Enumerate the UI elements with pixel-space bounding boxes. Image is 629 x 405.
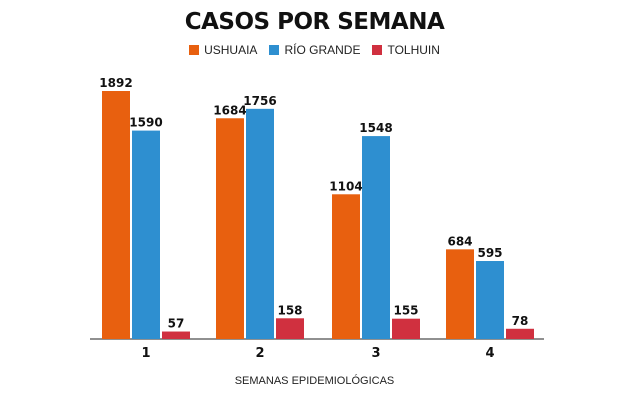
data-label-ushuaia-week-3: 1104 bbox=[329, 179, 362, 193]
x-tick-label-1: 1 bbox=[141, 346, 150, 361]
legend-swatch-ushuaia bbox=[189, 45, 200, 55]
data-label-tolhuin-week-2: 158 bbox=[277, 303, 302, 317]
data-label-rio-grande-week-1: 1590 bbox=[129, 116, 162, 130]
x-tick-label-4: 4 bbox=[485, 346, 494, 361]
bar-ushuaia-week-4 bbox=[446, 249, 474, 339]
legend-entry-ushuaia: USHUAIA bbox=[189, 43, 257, 57]
x-axis-title: SEMANAS EPIDEMIOLÓGICAS bbox=[234, 375, 395, 387]
data-label-rio-grande-week-4: 595 bbox=[477, 246, 502, 260]
legend-label-tolhuin: TOLHUIN bbox=[387, 43, 440, 57]
data-label-ushuaia-week-1: 1892 bbox=[99, 76, 132, 90]
bar-tolhuin-week-1 bbox=[162, 331, 190, 339]
data-label-ushuaia-week-2: 1684 bbox=[213, 103, 246, 117]
chart-title: CASOS POR SEMANA bbox=[184, 9, 445, 35]
bar-tolhuin-week-3 bbox=[392, 318, 420, 339]
bar-ushuaia-week-2 bbox=[216, 118, 244, 339]
data-label-tolhuin-week-4: 78 bbox=[512, 314, 529, 328]
data-label-rio-grande-week-3: 1548 bbox=[359, 121, 392, 135]
x-tick-label-3: 3 bbox=[371, 346, 380, 361]
legend-entry-tolhuin: TOLHUIN bbox=[372, 43, 440, 57]
bar-rio-grande-week-3 bbox=[362, 136, 390, 339]
legend-swatch-rio-grande bbox=[269, 45, 280, 55]
legend-swatch-tolhuin bbox=[372, 45, 383, 55]
legend-label-ushuaia: USHUAIA bbox=[204, 43, 258, 57]
bar-rio-grande-week-1 bbox=[132, 130, 160, 339]
bar-tolhuin-week-2 bbox=[276, 318, 304, 339]
data-label-tolhuin-week-3: 155 bbox=[393, 304, 418, 318]
legend-label-rio-grande: RÍO GRANDE bbox=[284, 43, 361, 57]
data-label-tolhuin-week-1: 57 bbox=[168, 317, 185, 331]
x-tick-label-2: 2 bbox=[255, 346, 264, 361]
data-label-rio-grande-week-2: 1756 bbox=[243, 94, 276, 108]
bar-rio-grande-week-4 bbox=[476, 261, 504, 339]
legend: USHUAIA RÍO GRANDE TOLHUIN bbox=[0, 43, 629, 57]
bar-tolhuin-week-4 bbox=[506, 328, 534, 339]
bar-ushuaia-week-1 bbox=[102, 91, 130, 339]
data-label-ushuaia-week-4: 684 bbox=[447, 234, 472, 248]
bar-rio-grande-week-2 bbox=[246, 108, 274, 340]
legend-entry-rio-grande: RÍO GRANDE bbox=[269, 43, 360, 57]
bar-ushuaia-week-3 bbox=[332, 194, 360, 339]
